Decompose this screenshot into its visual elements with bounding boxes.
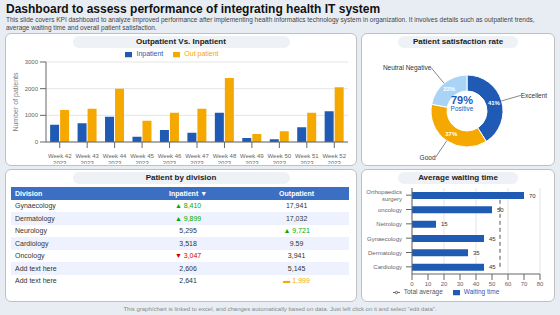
html-text:9.59: 9.59 [289,239,304,247]
svg-text:Week 452023: Week 452023 [130,153,154,164]
svg-text:Week 442023: Week 442023 [103,153,127,164]
svg-text:70: 70 [521,281,528,287]
svg-text:22%: 22% [443,86,456,92]
html-text:Outpatient Vs. Inpatient: Outpatient Vs. Inpatient [136,37,226,46]
svg-text:Week 462023: Week 462023 [158,153,182,164]
html-text:17,032: 17,032 [285,214,308,222]
html-text:17,941: 17,941 [285,202,308,210]
html-text:Patient satisfaction rate: Patient satisfaction rate [412,37,504,46]
html-text:5,295: 5,295 [179,227,197,235]
html-text:This slide covers KPI dashboar: This slide covers KPI dashboard to analy… [6,16,535,31]
html-text:Total average: Total average [403,288,443,295]
html-text:79%: 79% [451,94,473,106]
svg-text:Number of patients: Number of patients [12,72,20,132]
svg-text:Week 482023: Week 482023 [213,153,237,164]
svg-text:Netrology: Netrology [376,221,402,227]
svg-text:37%: 37% [445,131,458,137]
svg-text:Week 502023: Week 502023 [268,153,292,164]
html-text:Inpatient: Inpatient [136,50,164,57]
html-text:Gynaecology: Gynaecology [15,202,56,210]
html-text:Positive: Positive [450,105,474,112]
html-text:Oncology: Oncology [15,252,45,260]
svg-text:10: 10 [425,281,432,287]
html-text:▼ 3,047: ▼ 3,047 [174,252,202,260]
svg-text:Week 432023: Week 432023 [75,153,99,164]
svg-text:Week 512023: Week 512023 [295,153,319,164]
svg-text:15: 15 [441,221,448,227]
html-text:Neurology: Neurology [15,227,47,235]
html-text:▲ 8,410: ▲ 8,410 [174,202,202,210]
html-text:Inpatient ▼: Inpatient ▼ [169,189,208,197]
svg-text:Week 422023: Week 422023 [48,153,72,164]
html-text:▬ 1,999: ▬ 1,999 [283,277,310,285]
html-text:This graph/chart is linked to: This graph/chart is linked to excel, and… [123,306,437,312]
html-text:Outpatient: Outpatient [279,189,315,197]
svg-text:50: 50 [489,281,496,287]
svg-text:45: 45 [489,264,496,270]
html-text:3,518: 3,518 [179,239,197,247]
svg-text:45: 45 [489,236,496,242]
svg-text:Week 472023: Week 472023 [185,153,209,164]
svg-text:1000: 1000 [25,112,39,118]
html-text:▲ 9,899: ▲ 9,899 [174,214,202,222]
svg-text:Week 522023: Week 522023 [322,153,346,164]
html-text:3,941: 3,941 [287,252,306,260]
svg-text:0: 0 [410,281,414,287]
svg-text:40: 40 [473,281,480,287]
svg-text:Dermatology: Dermatology [368,250,402,256]
svg-text:Good: Good [420,154,436,161]
svg-text:oncology: oncology [378,207,402,213]
html-text:5,145: 5,145 [287,264,306,272]
svg-text:Orthopaedicssurgery: Orthopaedicssurgery [366,189,402,202]
svg-text:60: 60 [505,281,512,287]
html-text:2,641: 2,641 [179,277,197,285]
svg-text:50: 50 [497,207,504,213]
svg-text:3000: 3000 [25,59,39,65]
html-text:Out patient: Out patient [184,50,219,57]
html-text:Cardiology: Cardiology [15,239,49,247]
svg-text:2000: 2000 [25,86,39,92]
html-text:Add text here: Add text here [15,264,57,272]
html-text:Dermatology: Dermatology [15,214,55,222]
svg-text:Cardiology: Cardiology [373,264,402,270]
svg-text:41%: 41% [488,100,501,106]
svg-text:Neutral Negative: Neutral Negative [383,64,432,72]
svg-text:30: 30 [457,281,464,287]
svg-text:0: 0 [35,139,39,145]
svg-text:35: 35 [473,250,480,256]
svg-text:Week 492023: Week 492023 [240,153,264,164]
html-text:Division: Division [15,189,43,197]
svg-text:20: 20 [441,281,448,287]
html-text:Dashboard to assess performanc: Dashboard to assess performance of integ… [6,2,381,16]
html-text:Waiting time: Waiting time [463,288,500,295]
html-text:Add text here: Add text here [15,277,57,285]
svg-text:80: 80 [537,281,544,287]
html-text:Patient by division: Patient by division [145,173,217,182]
svg-text:70: 70 [529,193,536,199]
html-text:▲ 9,721: ▲ 9,721 [283,227,310,235]
svg-text:Excellent: Excellent [521,92,548,99]
html-text:2,606: 2,606 [179,264,197,272]
svg-text:Gynaecology: Gynaecology [367,236,402,242]
html-text:Average waiting time: Average waiting time [418,173,498,182]
